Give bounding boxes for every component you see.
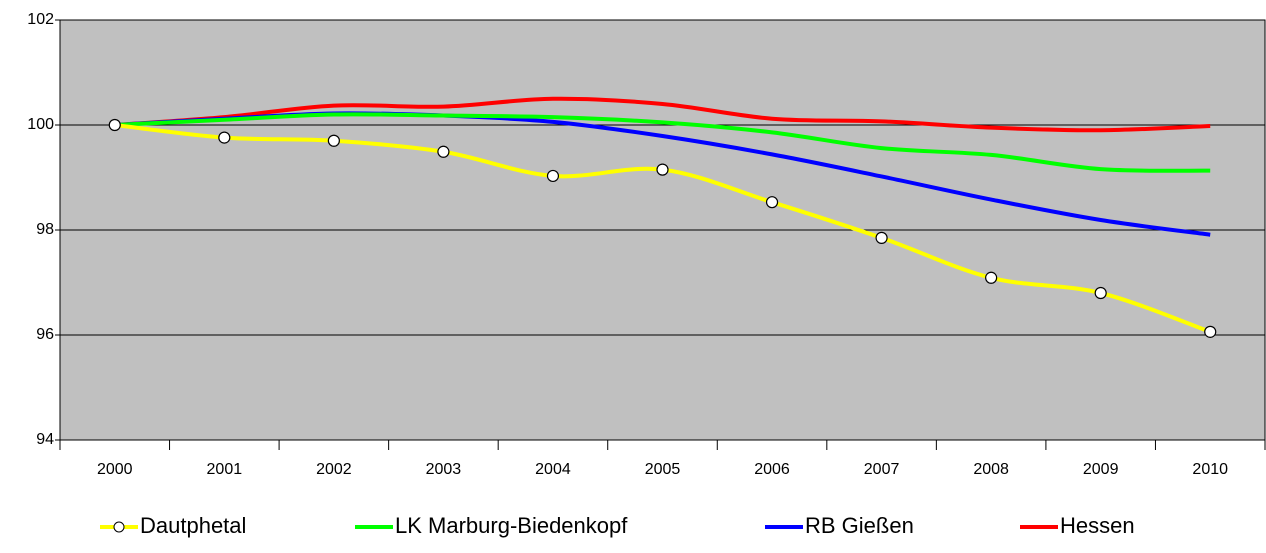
series-line (114, 112, 1211, 173)
point-marker (656, 163, 669, 176)
point-marker (437, 145, 450, 158)
x-tick-label: 2003 (426, 461, 462, 478)
legend-label: RB Gießen (805, 513, 914, 538)
point-marker (327, 134, 340, 147)
y-tick-label: 100 (27, 116, 54, 133)
legend-marker (113, 521, 125, 533)
y-tick-label: 96 (36, 326, 54, 343)
x-tick-label: 2000 (97, 461, 133, 478)
x-tick-label: 2008 (973, 461, 1009, 478)
y-tick-label: 94 (36, 431, 54, 448)
x-tick-label: 2005 (645, 461, 681, 478)
series-line (114, 96, 1211, 133)
x-tick-label: 2009 (1083, 461, 1119, 478)
x-tick-label: 2002 (316, 461, 352, 478)
legend-label: Hessen (1060, 513, 1135, 538)
y-tick-label: 98 (36, 221, 54, 238)
legend: Dautphetal LK Marburg-Biedenkopf RB Gießen… (100, 513, 1135, 538)
point-marker (985, 271, 998, 284)
point-marker (546, 169, 560, 183)
legend-label: Dautphetal (140, 513, 246, 538)
x-tick-label: 2007 (864, 461, 900, 478)
y-tick-label: 102 (27, 11, 54, 28)
point-marker (218, 131, 231, 144)
legend-label: LK Marburg-Biedenkopf (395, 513, 628, 538)
point-marker (1204, 325, 1217, 338)
x-tick-label: 2001 (207, 461, 243, 478)
x-tick-label: 2004 (535, 461, 571, 478)
point-marker (1094, 286, 1107, 300)
point-marker (765, 196, 779, 209)
x-tick-label: 2010 (1192, 461, 1228, 478)
x-tick-label: 2006 (754, 461, 790, 478)
point-marker (875, 231, 888, 244)
point-marker (108, 118, 121, 132)
